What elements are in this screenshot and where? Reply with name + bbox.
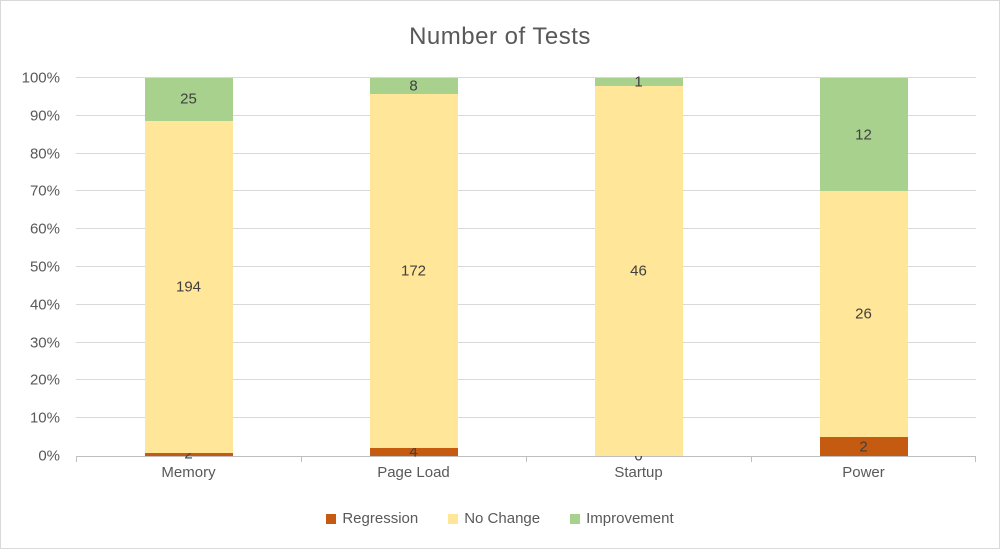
data-label: 2 xyxy=(859,438,868,456)
bar-segment-regression: 2 xyxy=(144,447,233,462)
data-label: 8 xyxy=(409,77,418,95)
y-axis-tick-label: 50% xyxy=(29,258,60,276)
data-label: 25 xyxy=(180,90,197,108)
gridline xyxy=(76,114,976,116)
x-axis-tick-mark xyxy=(751,456,752,462)
data-label: 194 xyxy=(175,278,202,296)
bar-segment-regression: 4 xyxy=(369,444,458,459)
bar-segment-no-change: 46 xyxy=(594,86,683,456)
bar-segment-no-change: 172 xyxy=(369,94,458,448)
bar-segment-no-change: 26 xyxy=(819,191,908,438)
y-axis-tick-label: 70% xyxy=(29,182,60,200)
bar-segment-improvement: 1 xyxy=(594,75,683,90)
x-axis-tick-mark xyxy=(526,456,527,462)
gridline xyxy=(76,303,976,305)
category-label: Memory xyxy=(161,464,216,481)
data-label: 46 xyxy=(630,262,647,280)
y-axis-tick-label: 60% xyxy=(29,220,60,238)
bar-segment-improvement: 12 xyxy=(819,78,908,192)
bar-column-power: 2 26 12 xyxy=(819,78,908,456)
bar-column-startup: 0 46 1 xyxy=(594,75,683,464)
legend-label: Improvement xyxy=(586,510,674,527)
y-axis-tick-label: 40% xyxy=(29,296,60,314)
x-axis-tick-mark xyxy=(975,456,976,462)
y-axis-tick-label: 80% xyxy=(29,145,60,163)
data-label: 26 xyxy=(855,305,872,323)
x-axis: Memory Page Load Startup Power xyxy=(76,464,976,484)
bar-segment-improvement: 8 xyxy=(369,77,458,95)
gridline xyxy=(76,379,976,381)
gridline xyxy=(76,77,976,78)
data-label: 172 xyxy=(400,262,427,280)
legend-item-improvement: Improvement xyxy=(570,510,674,527)
gridline xyxy=(76,152,976,154)
category-label: Power xyxy=(842,464,885,481)
bar-segment-regression: 2 xyxy=(819,437,908,456)
y-axis-tick-label: 20% xyxy=(29,371,60,389)
gridline xyxy=(76,228,976,230)
legend-swatch xyxy=(326,513,337,524)
y-axis-tick-label: 0% xyxy=(38,447,60,465)
chart-title: Number of Tests xyxy=(409,23,591,50)
legend-item-regression: Regression xyxy=(326,510,418,527)
y-axis-tick-label: 100% xyxy=(21,69,60,87)
bar-column-page-load: 4 172 8 xyxy=(369,77,458,459)
bar-segment-improvement: 25 xyxy=(144,78,233,121)
plot-area: 2 194 25 4 172 8 0 46 1 2 26 12 xyxy=(76,75,976,464)
data-label: 12 xyxy=(855,126,872,144)
gridline xyxy=(76,341,976,343)
x-axis-tick-mark xyxy=(76,456,77,462)
gridline xyxy=(76,190,976,192)
legend-swatch xyxy=(448,513,459,524)
legend-label: No Change xyxy=(464,510,541,527)
legend-swatch xyxy=(570,513,581,524)
x-axis-tick-mark xyxy=(301,456,302,462)
gridline xyxy=(76,266,976,267)
category-label: Page Load xyxy=(377,464,450,481)
y-axis-tick-label: 30% xyxy=(29,334,60,352)
bar-column-memory: 2 194 25 xyxy=(144,78,233,462)
legend-label: Regression xyxy=(342,510,419,527)
y-axis: 0% 10% 20% 30% 40% 50% 60% 70% 80% 90% 100% xyxy=(1,70,68,465)
gridline xyxy=(76,417,976,419)
category-label: Startup xyxy=(614,464,663,481)
legend-item-no-change: No Change xyxy=(448,510,540,527)
y-axis-tick-label: 90% xyxy=(29,107,60,125)
legend: Regression No Change Improvement xyxy=(1,510,999,527)
bar-segment-no-change: 194 xyxy=(144,120,233,453)
y-axis-tick-label: 10% xyxy=(29,409,60,427)
